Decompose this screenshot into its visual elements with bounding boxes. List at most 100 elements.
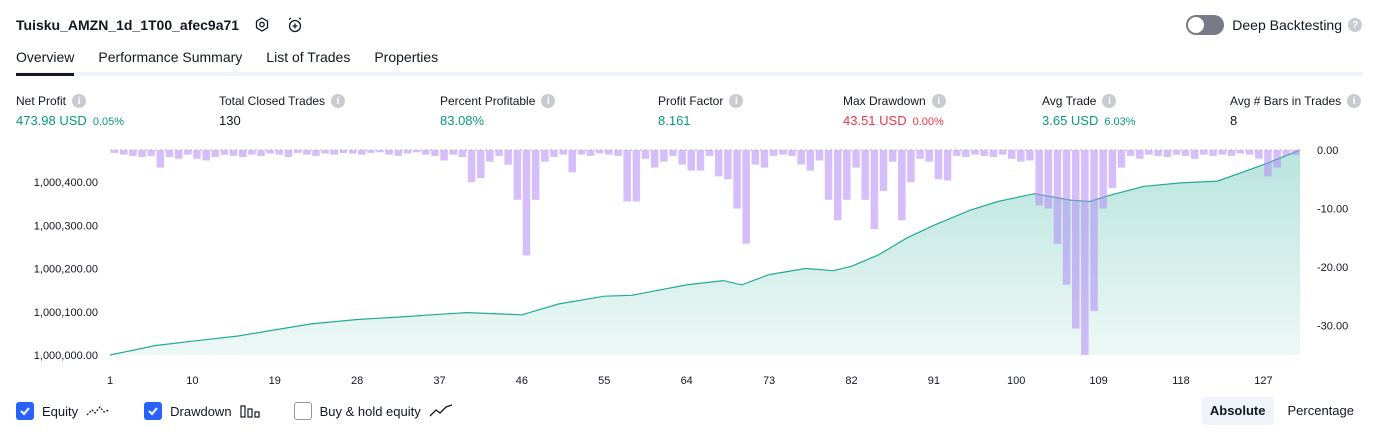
metrics-row: Net Profit i 473.98 USD 0.05% Total Closed… <box>16 93 1363 133</box>
drawdown-bar <box>760 150 769 168</box>
legend-drawdown-label: Drawdown <box>170 403 232 419</box>
info-icon[interactable]: i <box>1347 94 1362 108</box>
drawdown-bar <box>669 150 677 156</box>
percentage-button[interactable]: Percentage <box>1287 403 1355 418</box>
metric-percent: 6.03% <box>1104 116 1136 128</box>
absolute-button[interactable]: Absolute <box>1201 397 1274 425</box>
drawdown-bar <box>477 150 485 179</box>
chart-legend: Equity Drawdown Buy & hold equity <box>16 400 487 422</box>
info-icon[interactable]: i <box>1102 94 1117 108</box>
drawdown-bar <box>861 150 869 200</box>
metric-label: Avg # Bars in Trades <box>1230 94 1342 108</box>
drawdown-bar <box>266 150 274 154</box>
drawdown-bar <box>467 150 476 183</box>
info-icon[interactable]: i <box>331 94 346 108</box>
x-axis-tick: 1 <box>107 375 113 387</box>
metric-value: 43.51 USD 0.00% <box>843 113 946 128</box>
info-icon[interactable]: i <box>729 94 744 108</box>
drawdown-bar <box>559 150 567 155</box>
drawdown-bar <box>1081 150 1089 355</box>
tab-properties[interactable]: Properties <box>374 49 439 65</box>
drawdown-bar <box>678 150 686 165</box>
question-icon[interactable]: ? <box>1348 18 1362 32</box>
drawdown-bar <box>751 150 760 165</box>
legend-buy-hold[interactable]: Buy & hold equity <box>293 402 453 420</box>
drawdown-bar <box>257 150 265 156</box>
drawdown-checkbox[interactable] <box>144 402 163 420</box>
drawdown-bar <box>696 150 705 171</box>
metric-value: 8.161 <box>658 113 743 128</box>
drawdown-bar <box>312 150 320 156</box>
legend-drawdown[interactable]: Drawdown <box>144 402 260 420</box>
right-axis-tick: 0.00 <box>1317 145 1338 157</box>
drawdown-bar <box>486 150 494 162</box>
info-icon[interactable]: i <box>541 94 556 108</box>
drawdown-bar <box>120 150 128 155</box>
drawdown-bar <box>943 150 952 181</box>
drawdown-bars-icon <box>239 403 260 419</box>
equity-line-icon <box>86 403 110 419</box>
drawdown-bar <box>174 150 183 159</box>
metric-amount: 83.08% <box>440 113 485 128</box>
info-icon[interactable]: i <box>931 94 946 108</box>
metric-value: 130 <box>219 113 345 128</box>
legend-equity[interactable]: Equity <box>16 402 110 420</box>
drawdown-bar <box>303 150 311 155</box>
drawdown-bar <box>971 150 979 155</box>
drawdown-bar <box>358 150 366 155</box>
drawdown-bar <box>614 150 622 156</box>
legend-buy-hold-label: Buy & hold equity <box>319 403 421 419</box>
drawdown-bar <box>1163 150 1171 157</box>
drawdown-bar <box>1218 150 1226 155</box>
deep-backtesting: Deep Backtesting ? <box>1186 13 1362 37</box>
drawdown-bar <box>705 150 714 156</box>
drawdown-bar <box>1072 150 1080 329</box>
drawdown-bar <box>962 150 970 157</box>
info-icon[interactable]: i <box>72 94 87 108</box>
drawdown-bar <box>1062 150 1071 285</box>
drawdown-bar <box>1007 150 1016 159</box>
tab-performance-summary[interactable]: Performance Summary <box>98 49 243 65</box>
metric-percent: 0.00% <box>912 116 944 128</box>
drawdown-bar <box>339 150 348 153</box>
equity-drawdown-chart: 1,000,000.00 1,000,100.00 1,000,200.00 1,00… <box>34 145 1348 387</box>
drawdown-bar <box>641 150 650 159</box>
buy-hold-checkbox[interactable] <box>293 402 312 420</box>
tab-list-of-trades[interactable]: List of Trades <box>266 49 351 65</box>
drawdown-bar <box>193 150 201 159</box>
settings-icon[interactable] <box>252 15 272 35</box>
drawdown-bar <box>998 150 1007 155</box>
x-axis-tick: 127 <box>1254 375 1272 387</box>
drawdown-bar <box>724 150 732 180</box>
metric-amount: 473.98 USD <box>16 113 87 128</box>
drawdown-bar <box>1172 150 1181 155</box>
drawdown-bar <box>898 150 906 221</box>
drawdown-bar <box>1282 150 1290 156</box>
metric-label: Total Closed Trades <box>219 94 326 108</box>
strategy-header: Tuisku_AMZN_1d_1T00_afec9a71 <box>16 13 305 37</box>
left-axis-tick: 1,000,400.00 <box>34 177 98 189</box>
drawdown-bar <box>834 150 842 221</box>
drawdown-bar <box>1053 150 1062 244</box>
drawdown-bar <box>275 150 284 155</box>
x-axis-tick: 19 <box>269 375 281 387</box>
equity-checkbox[interactable] <box>16 402 34 420</box>
x-axis-tick: 37 <box>433 375 445 387</box>
deep-backtesting-toggle[interactable] <box>1186 15 1225 35</box>
drawdown-bar <box>843 150 851 200</box>
drawdown-bar <box>156 150 165 168</box>
alarm-add-icon[interactable] <box>285 15 305 35</box>
drawdown-bar <box>165 150 174 157</box>
legend-equity-label: Equity <box>42 403 79 419</box>
drawdown-bar <box>715 150 723 177</box>
drawdown-bar <box>769 150 778 156</box>
metric-label: Profit Factor <box>658 94 724 108</box>
tab-overview[interactable]: Overview <box>16 44 75 76</box>
x-axis-tick: 109 <box>1089 375 1107 387</box>
drawdown-bar <box>229 150 238 156</box>
metric-net-profit: Net Profit i 473.98 USD 0.05% <box>16 93 124 128</box>
drawdown-bar <box>1245 150 1254 155</box>
x-axis-tick: 91 <box>928 375 940 387</box>
metric-amount: 43.51 USD <box>843 113 907 128</box>
metric-amount: 130 <box>219 113 241 128</box>
